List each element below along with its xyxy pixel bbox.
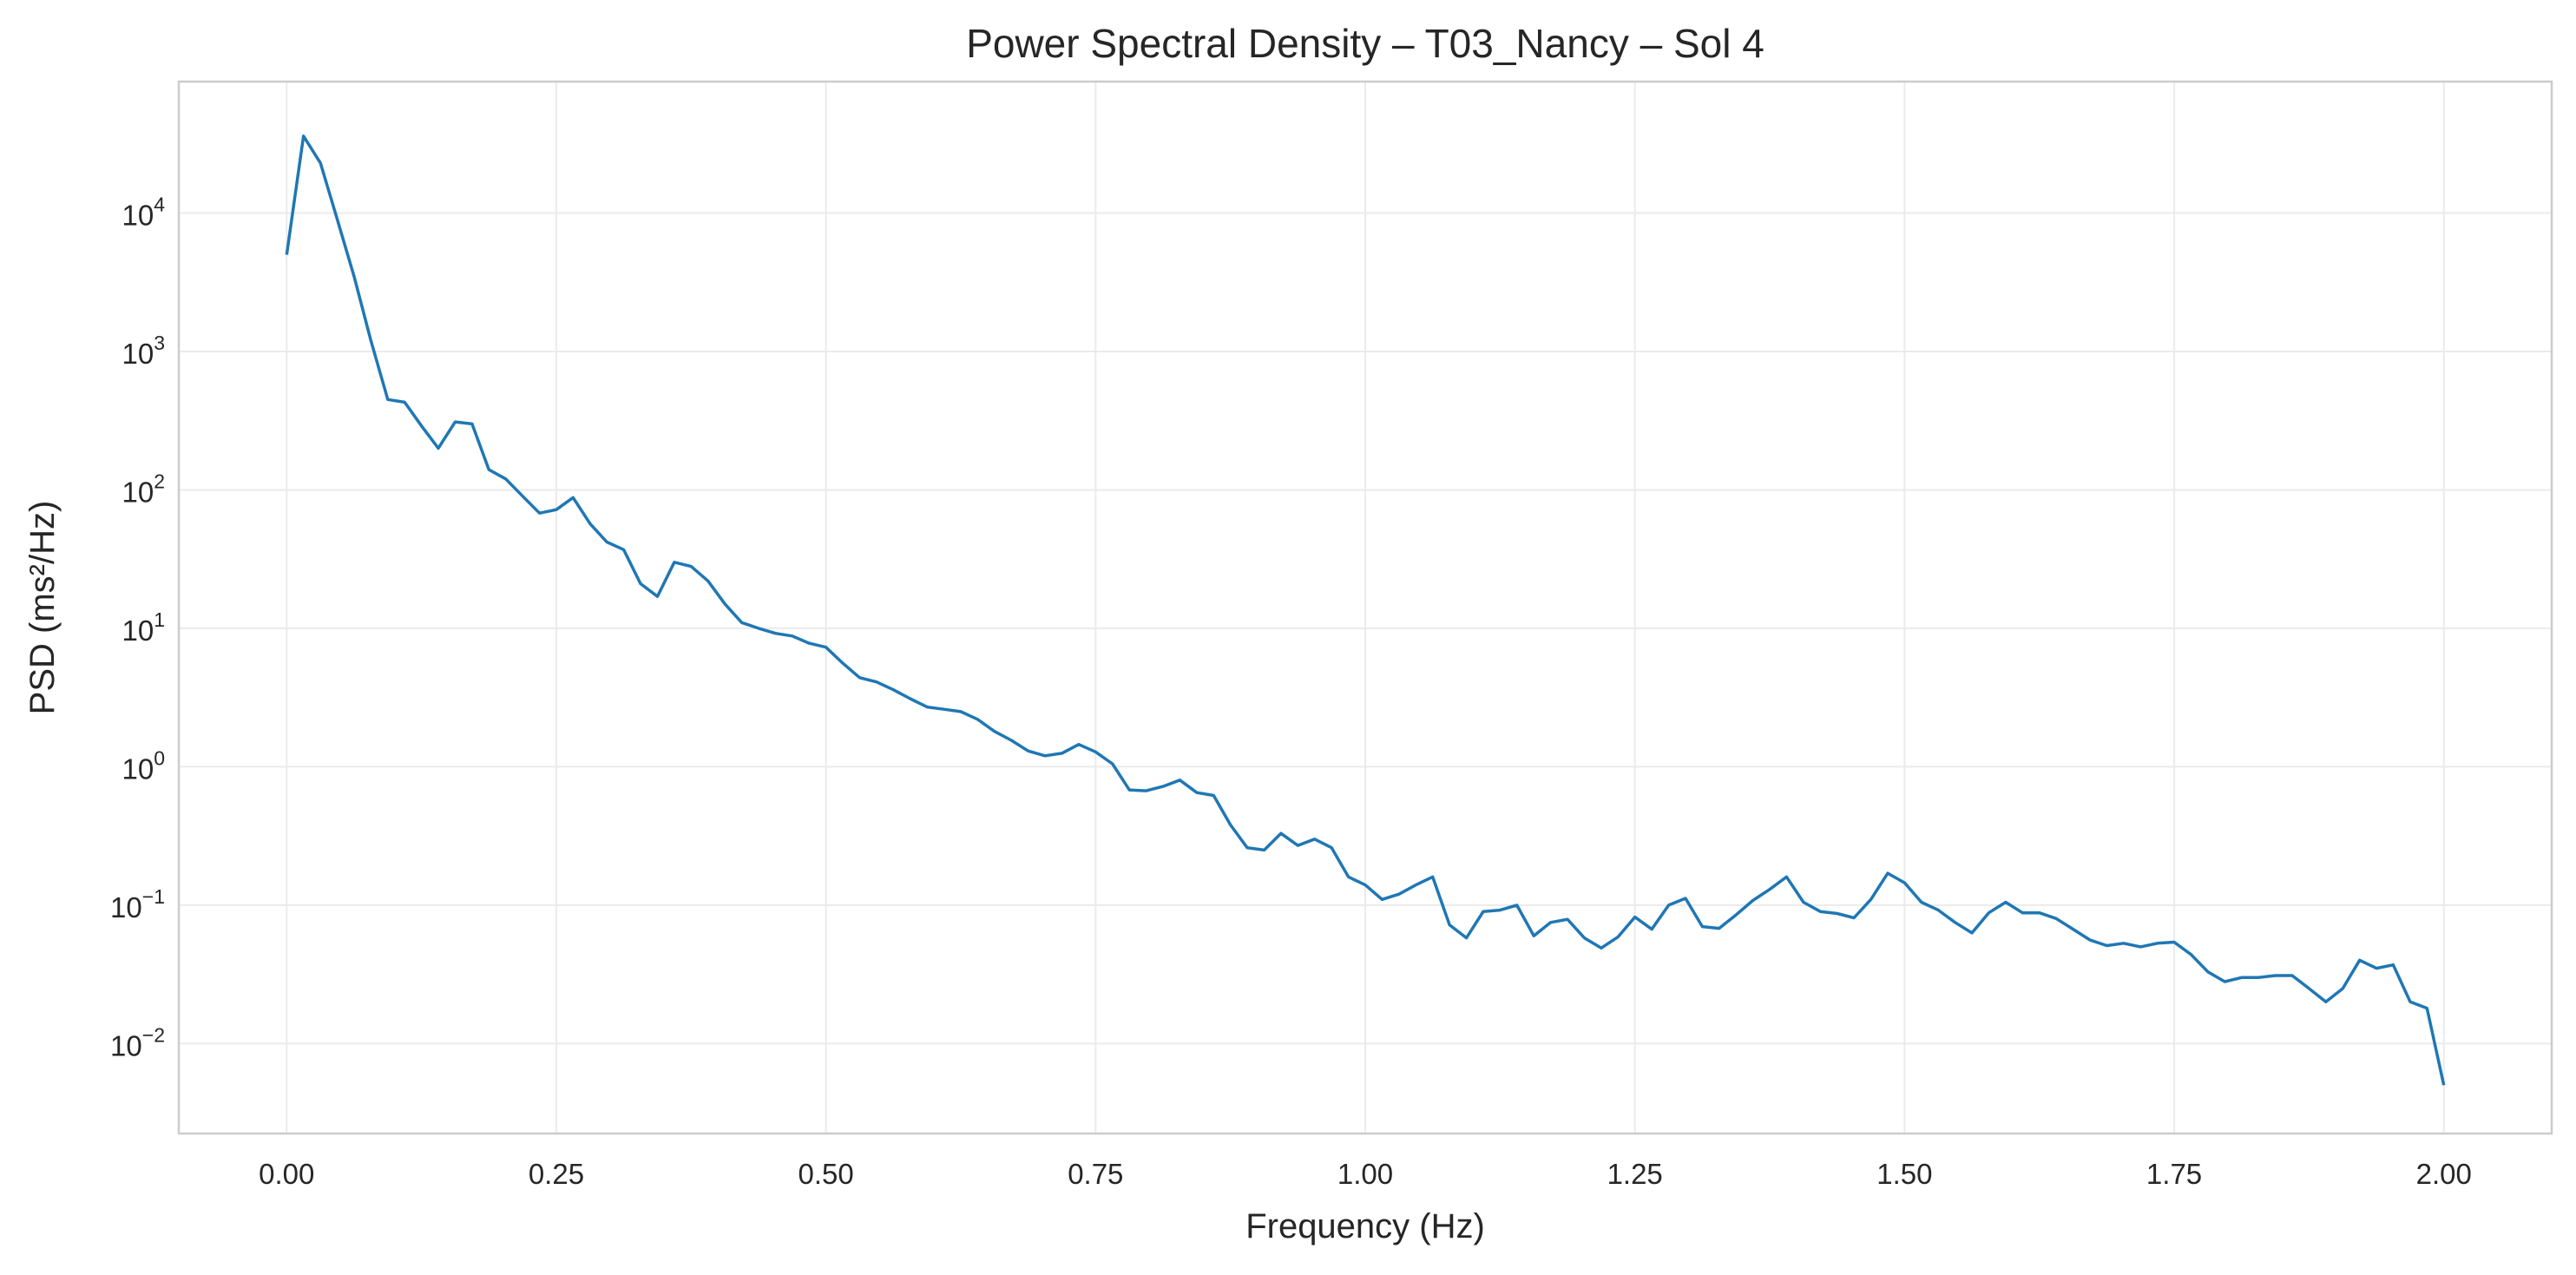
y-tick-base: 10 [122, 753, 154, 785]
x-axis-label: Frequency (Hz) [1245, 1207, 1485, 1245]
y-tick-exponent: 0 [154, 746, 165, 769]
y-tick-exponent: 3 [154, 332, 165, 354]
psd-line [285, 135, 2446, 1086]
x-tick-label: 2.00 [2416, 1158, 2472, 1190]
y-tick-base: 10 [122, 614, 154, 647]
y-tick-label: 101 [122, 608, 165, 647]
chart-title: Power Spectral Density – T03_Nancy – Sol… [966, 21, 1764, 66]
x-tick-label: 0.50 [798, 1158, 854, 1190]
y-tick-exponent: 4 [154, 194, 165, 216]
y-tick-label: 103 [122, 332, 165, 370]
y-tick-exponent: −2 [142, 1023, 165, 1046]
y-tick-exponent: 1 [154, 608, 165, 631]
y-tick-label: 10−2 [110, 1023, 165, 1061]
x-tick-label: 1.25 [1607, 1158, 1663, 1190]
x-tick-label: 0.25 [529, 1158, 584, 1190]
y-tick-exponent: 2 [154, 470, 165, 492]
y-tick-label: 104 [122, 194, 165, 232]
x-tick-label: 0.00 [259, 1158, 314, 1190]
y-tick-label: 100 [122, 746, 165, 785]
y-tick-base: 10 [110, 1029, 142, 1061]
x-tick-label: 1.00 [1337, 1158, 1393, 1190]
y-tick-base: 10 [122, 476, 154, 508]
y-tick-base: 10 [110, 891, 142, 923]
y-tick-base: 10 [122, 338, 154, 370]
x-tick-label: 1.50 [1876, 1158, 1932, 1190]
plot-frame [177, 80, 2553, 1135]
y-tick-label: 10−1 [110, 885, 165, 923]
y-tick-label: 102 [122, 470, 165, 508]
series-layer [285, 135, 2446, 1086]
x-tick-labels: 0.00 0.25 0.50 0.75 1.00 1.25 1.50 1.75 2.00 [259, 1158, 2472, 1190]
y-tick-exponent: −1 [142, 885, 165, 908]
grid-lines [179, 82, 2552, 1134]
y-tick-base: 10 [122, 200, 154, 232]
x-tick-label: 1.75 [2146, 1158, 2202, 1190]
x-tick-label: 0.75 [1068, 1158, 1123, 1190]
y-axis-label: PSD (ms²/Hz) [23, 501, 62, 715]
